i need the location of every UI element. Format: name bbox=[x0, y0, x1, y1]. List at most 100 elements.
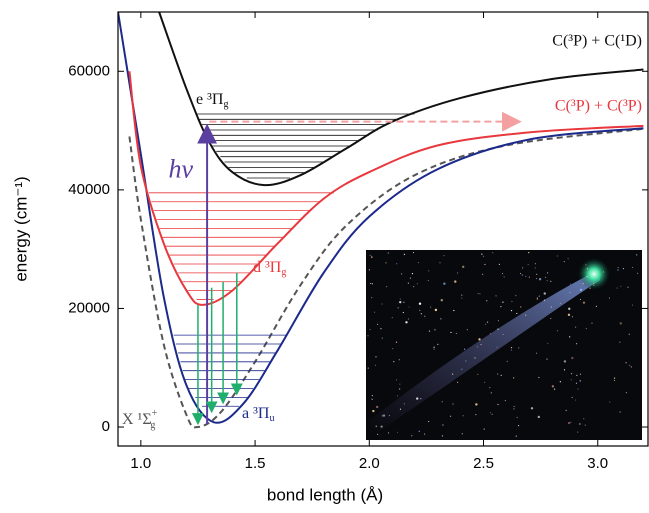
star bbox=[579, 423, 581, 425]
star bbox=[455, 332, 457, 335]
star bbox=[521, 274, 523, 276]
star bbox=[453, 309, 455, 312]
plot-frame bbox=[117, 11, 649, 447]
star bbox=[593, 284, 595, 286]
star bbox=[503, 276, 505, 278]
star bbox=[461, 294, 463, 296]
star bbox=[462, 415, 464, 417]
star bbox=[495, 295, 497, 297]
state-name: a ³Π bbox=[242, 405, 270, 422]
potential-curve bbox=[128, 127, 644, 429]
star bbox=[465, 360, 467, 362]
star bbox=[510, 349, 513, 351]
star bbox=[571, 356, 574, 360]
star bbox=[516, 416, 518, 419]
star bbox=[420, 398, 422, 400]
star bbox=[579, 298, 582, 301]
state-label: d ³Πg bbox=[253, 259, 286, 279]
state-label: a ³Πu bbox=[242, 405, 274, 425]
star bbox=[628, 364, 631, 366]
star bbox=[376, 323, 379, 325]
star bbox=[563, 261, 565, 263]
star bbox=[575, 382, 578, 384]
star bbox=[399, 408, 402, 410]
star bbox=[625, 392, 628, 394]
star bbox=[417, 262, 419, 264]
star bbox=[397, 307, 399, 309]
star bbox=[550, 317, 552, 320]
state-name: d ³Π bbox=[253, 259, 282, 276]
star bbox=[574, 326, 577, 328]
star bbox=[602, 271, 605, 273]
star bbox=[396, 431, 399, 433]
star bbox=[502, 301, 504, 303]
state-sub: g bbox=[150, 420, 155, 431]
star bbox=[480, 343, 482, 346]
x-axis-title: bond length (Å) bbox=[267, 485, 383, 504]
star bbox=[486, 321, 489, 323]
star bbox=[437, 343, 439, 345]
star bbox=[420, 313, 422, 315]
star bbox=[622, 268, 625, 270]
star bbox=[636, 254, 638, 256]
y-tick-label: 40000 bbox=[68, 181, 110, 198]
star bbox=[569, 291, 571, 294]
y-tick-label: 0 bbox=[102, 418, 110, 435]
star bbox=[510, 309, 513, 312]
y-tick-label: 20000 bbox=[68, 299, 110, 316]
star bbox=[570, 421, 572, 423]
star bbox=[582, 283, 584, 285]
star bbox=[449, 415, 452, 417]
star bbox=[583, 418, 585, 420]
star bbox=[535, 352, 538, 354]
star bbox=[586, 268, 589, 270]
star bbox=[591, 322, 593, 324]
star bbox=[380, 425, 383, 428]
star bbox=[411, 273, 414, 275]
star bbox=[452, 403, 454, 405]
star bbox=[440, 318, 442, 320]
star bbox=[506, 360, 508, 362]
star bbox=[569, 283, 572, 285]
star bbox=[619, 411, 621, 413]
star bbox=[565, 409, 567, 411]
star bbox=[567, 313, 571, 317]
star bbox=[478, 338, 481, 341]
star bbox=[399, 300, 402, 304]
star bbox=[550, 280, 552, 282]
star bbox=[546, 280, 548, 282]
star bbox=[577, 431, 579, 433]
star bbox=[519, 272, 522, 275]
star bbox=[398, 359, 400, 361]
star bbox=[547, 342, 549, 344]
star bbox=[575, 399, 577, 401]
star bbox=[630, 366, 632, 368]
star bbox=[637, 272, 639, 274]
star bbox=[586, 275, 588, 278]
star bbox=[440, 298, 443, 302]
star bbox=[433, 348, 435, 350]
star bbox=[454, 280, 457, 283]
star bbox=[424, 315, 426, 317]
star bbox=[443, 282, 446, 285]
star bbox=[571, 316, 574, 318]
asymptote-label: C(³P) + C(¹D) bbox=[552, 33, 642, 50]
star bbox=[385, 286, 388, 288]
y-tick-label: 60000 bbox=[68, 62, 110, 79]
star bbox=[516, 312, 518, 315]
state-sup: + bbox=[152, 408, 158, 419]
star bbox=[367, 335, 369, 337]
star bbox=[619, 322, 622, 325]
star bbox=[369, 282, 372, 285]
star bbox=[513, 377, 515, 379]
star bbox=[546, 272, 549, 274]
star bbox=[593, 282, 595, 284]
star bbox=[498, 263, 500, 265]
star bbox=[563, 369, 566, 371]
star bbox=[457, 381, 459, 383]
star bbox=[481, 253, 483, 255]
star bbox=[543, 292, 546, 295]
star bbox=[497, 373, 499, 375]
star bbox=[515, 435, 517, 437]
star bbox=[582, 301, 586, 304]
